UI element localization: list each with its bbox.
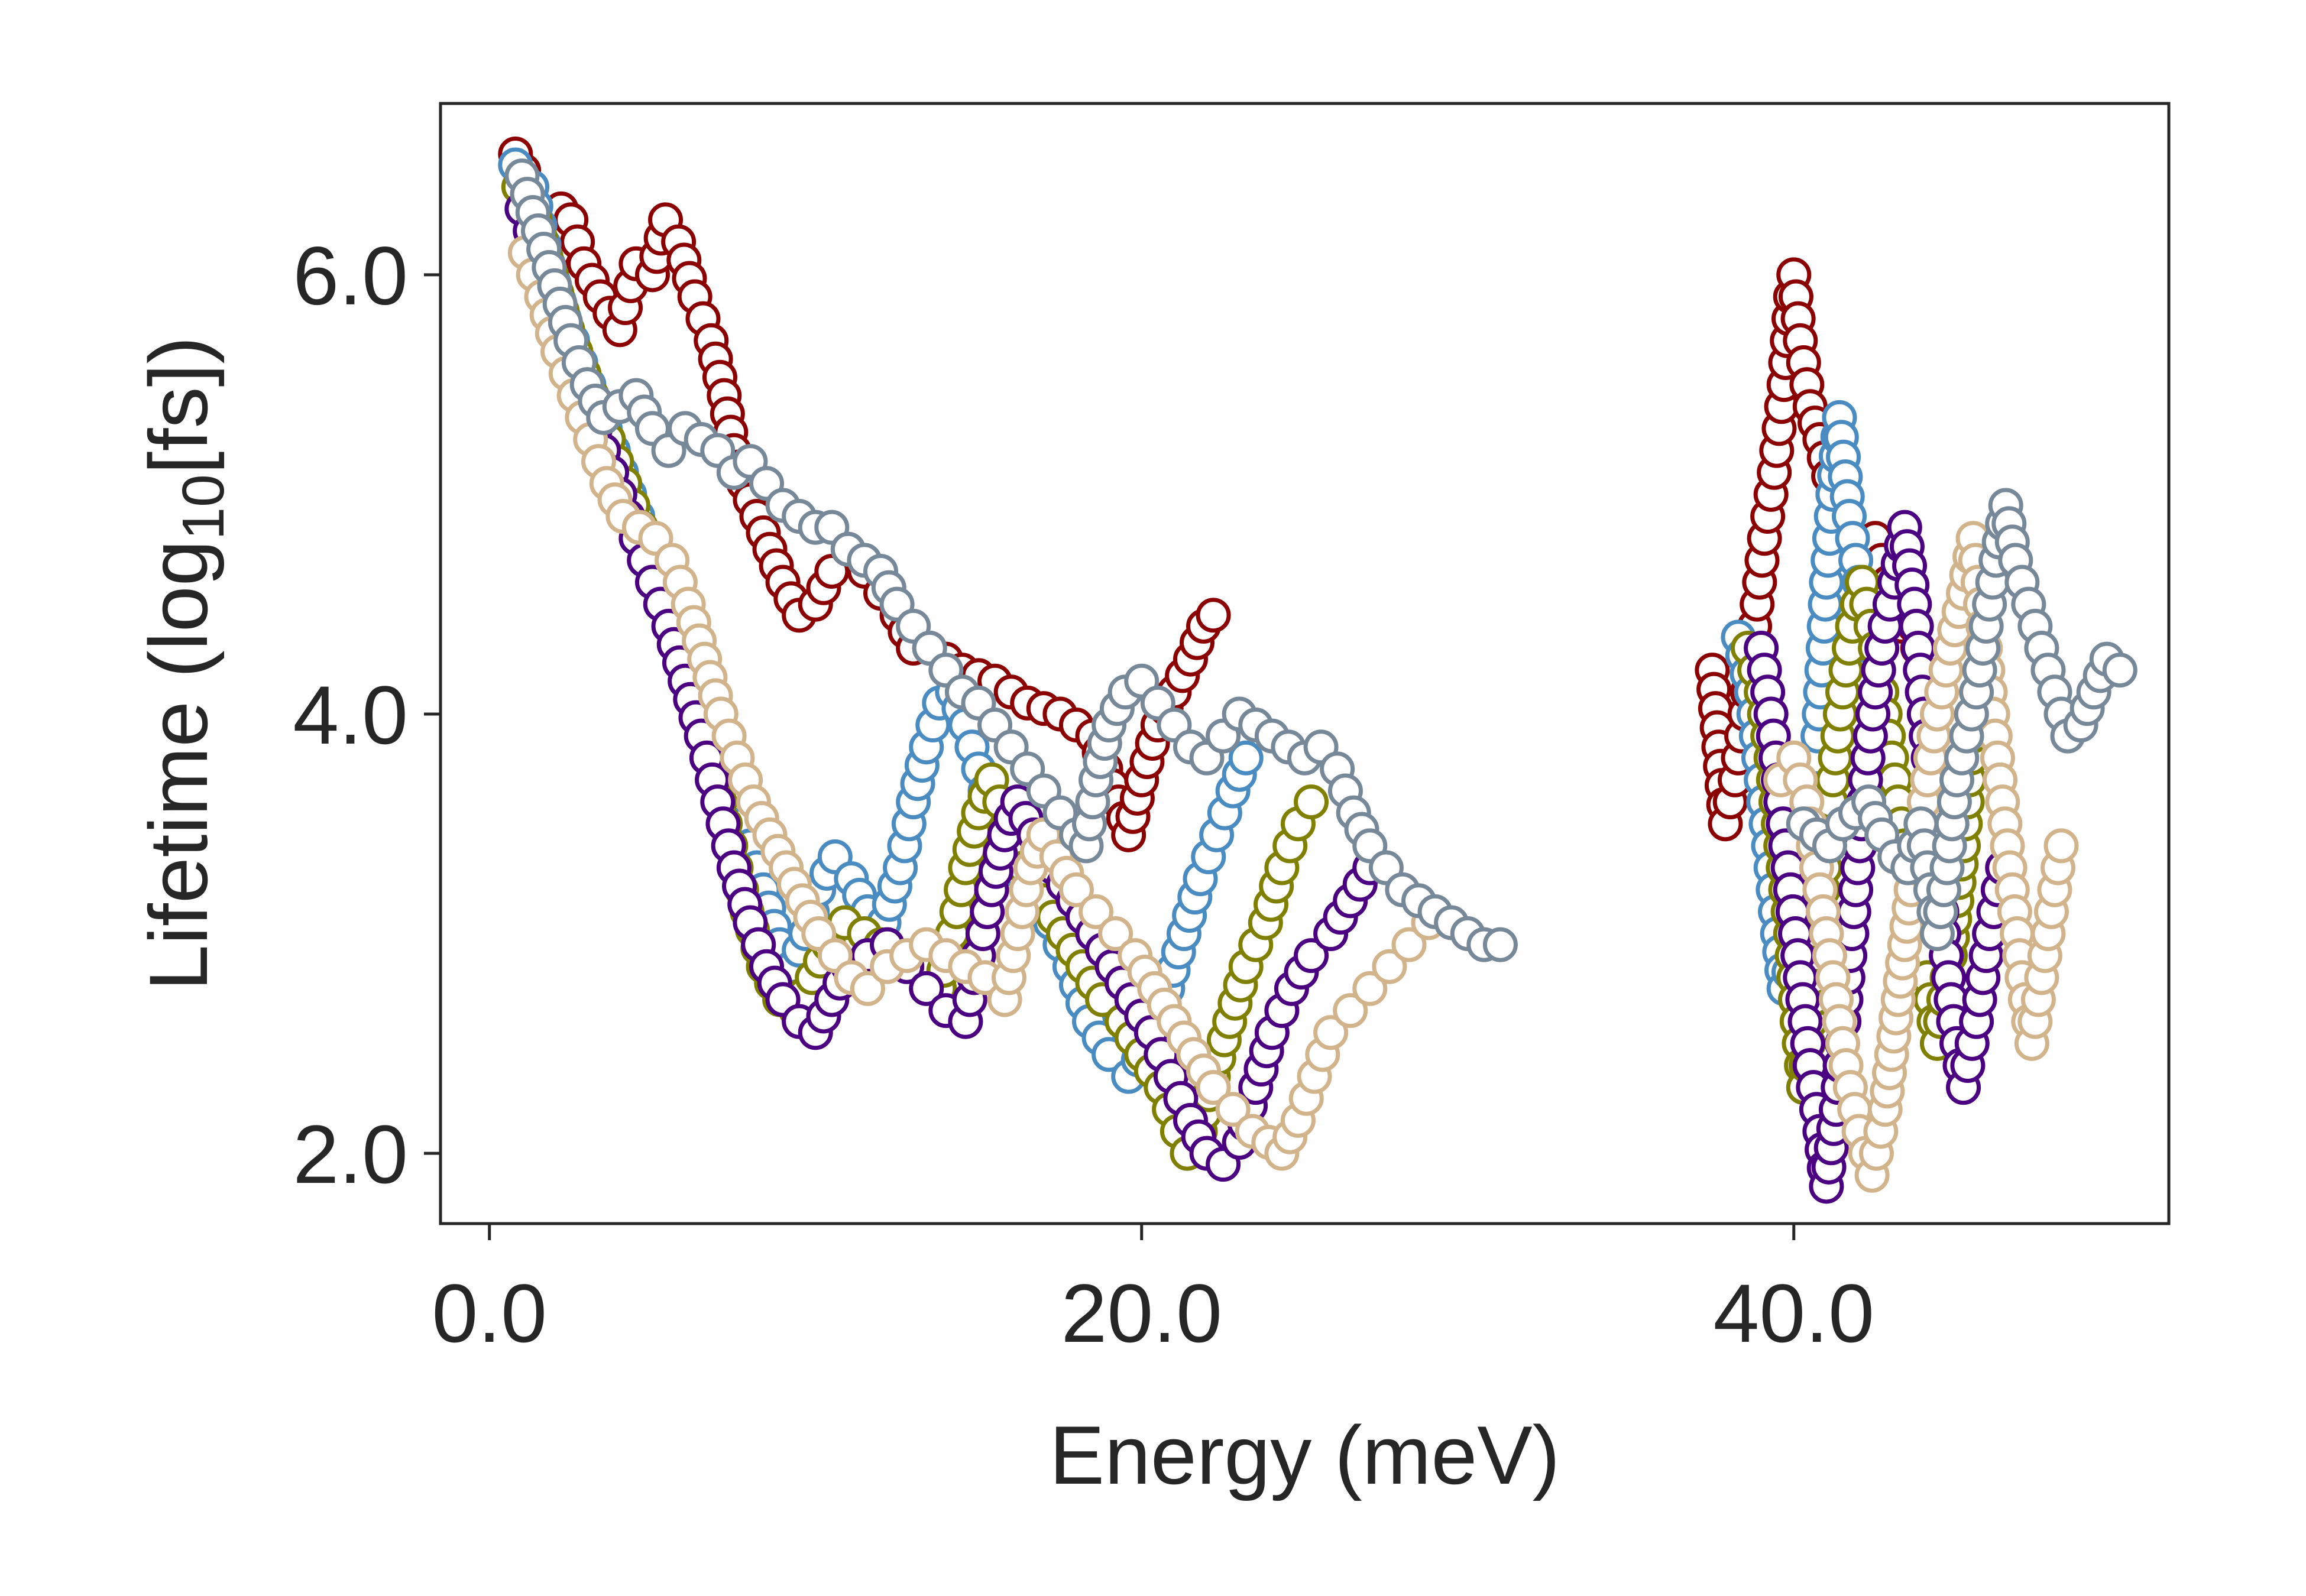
data-point	[1098, 916, 1133, 952]
x-axis-label: Energy (meV)	[1050, 1409, 1560, 1501]
data-marks	[498, 136, 2137, 1204]
y-axis-label-suffix: [fs])	[132, 336, 225, 474]
data-point	[850, 971, 885, 1006]
data-point	[1313, 1015, 1349, 1050]
x-tick-label: 20.0	[1061, 1267, 1222, 1360]
data-point	[1294, 938, 1329, 974]
data-point	[2043, 828, 2079, 864]
data-point	[1294, 784, 1329, 820]
series-5	[507, 235, 2079, 1193]
data-point	[1215, 1092, 1251, 1127]
data-point	[1196, 1070, 1231, 1105]
y-tick-label: 4.0	[293, 669, 408, 761]
series-6	[504, 158, 2137, 962]
y-axis-label-prefix: Lifetime (log	[132, 540, 225, 991]
data-point	[1058, 872, 1094, 907]
data-point	[1196, 598, 1231, 633]
y-axis-label-subscript: 10	[170, 474, 237, 540]
y-axis-label: Lifetime (log10[fs])	[132, 336, 237, 991]
x-tick-label: 0.0	[432, 1267, 547, 1360]
axis-ticks: 0.0 20.0 40.0 2.0 4.0 6.0	[293, 229, 1874, 1360]
data-point	[1228, 740, 1264, 776]
data-point	[2102, 653, 2137, 688]
data-point	[1078, 894, 1114, 929]
x-tick-label: 40.0	[1714, 1267, 1874, 1360]
data-point	[909, 971, 944, 1006]
data-point	[1391, 927, 1427, 962]
data-point	[1333, 993, 1368, 1029]
y-tick-label: 6.0	[293, 229, 408, 322]
data-point	[1482, 927, 1518, 962]
y-tick-label: 2.0	[293, 1108, 408, 1201]
data-point	[1372, 949, 1407, 984]
data-point	[1352, 971, 1388, 1006]
plot-frame	[439, 102, 2171, 1225]
